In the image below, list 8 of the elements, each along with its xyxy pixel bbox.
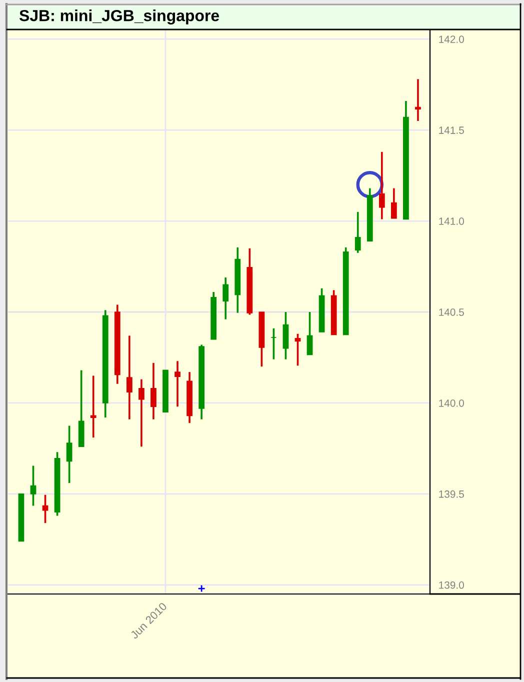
y-tick-label: 139.0 [439, 581, 464, 589]
y-tick-label: 140.0 [439, 399, 464, 407]
y-tick-label: 139.5 [439, 490, 464, 498]
y-tick-label: 142.0 [439, 36, 464, 43]
y-tick-label: 141.5 [439, 126, 464, 134]
chart-title: SJB: mini_JGB_singapore [19, 10, 220, 24]
y-tick-label: 141.0 [439, 218, 464, 225]
y-tick-label: 140.5 [439, 308, 464, 316]
